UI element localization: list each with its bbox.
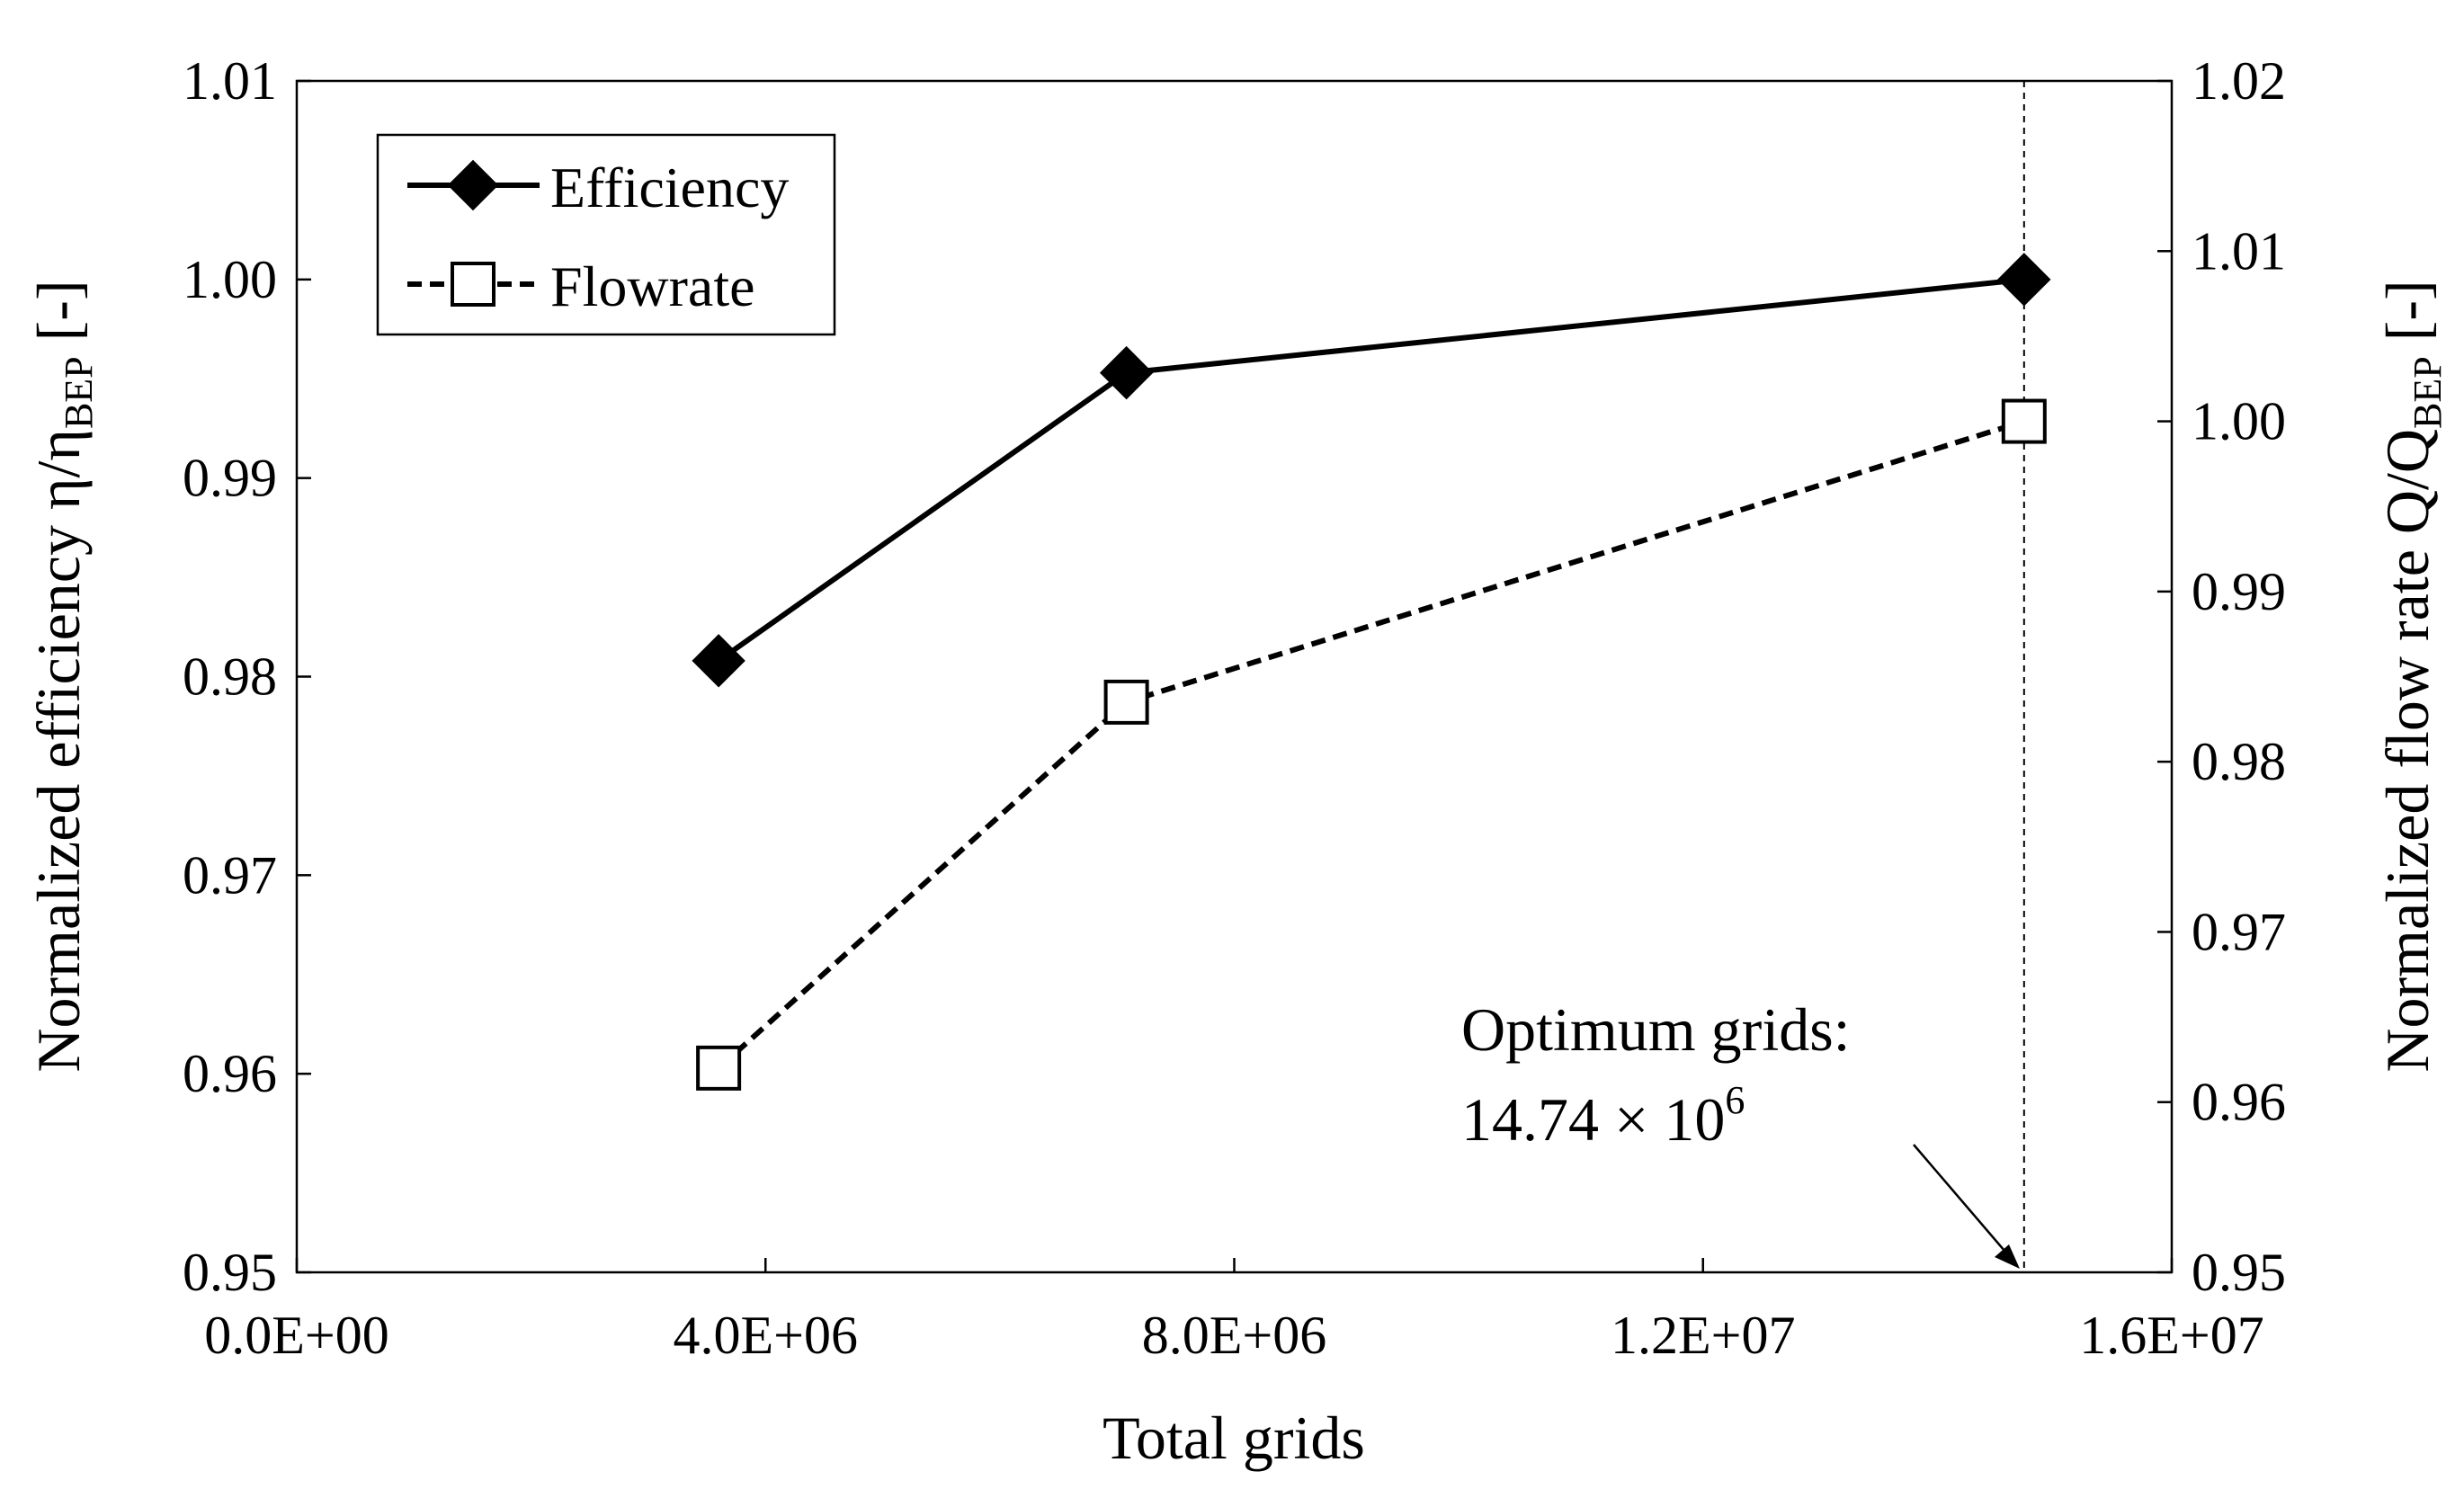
annotation-line-2: 14.74 × 106 [1461, 1078, 1745, 1154]
efficiency-point [1099, 345, 1154, 400]
x-tick-label: 8.0E+06 [1142, 1306, 1327, 1365]
legend-efficiency-label: Efficiency [550, 156, 789, 219]
efficiency-point [692, 634, 745, 688]
y-right-tick-label: 1.01 [2192, 221, 2286, 281]
y-left-tick-label: 0.95 [183, 1243, 277, 1302]
annotation-arrow-head [1995, 1244, 2020, 1269]
y-right-tick-label: 1.02 [2192, 51, 2286, 111]
x-tick-label: 1.6E+07 [2079, 1306, 2264, 1365]
y-left-tick-label: 1.00 [183, 250, 277, 309]
y-left-tick-label: 1.01 [183, 51, 277, 111]
y-right-tick-label: 0.99 [2192, 562, 2286, 621]
y-left-tick-label: 0.98 [183, 647, 277, 707]
y-left-tick-label: 0.99 [183, 449, 277, 508]
annotation-arrow-shaft [1913, 1144, 2011, 1258]
x-tick-label: 0.0E+00 [204, 1306, 389, 1365]
efficiency-point [1997, 253, 2051, 307]
y-right-tick-label: 0.98 [2192, 732, 2286, 791]
y-right-tick-label: 0.95 [2192, 1243, 2286, 1302]
flowrate-point [1103, 679, 1149, 725]
flowrate-point [696, 1045, 742, 1091]
y-left-axis-title: Normalized efficiency η/ηBEP [-] [24, 280, 101, 1072]
x-tick-label: 1.2E+07 [1611, 1306, 1796, 1365]
y-right-tick-label: 0.96 [2192, 1073, 2286, 1132]
legend-flowrate-marker [451, 262, 495, 307]
y-right-axis-title: Normalized flow rate Q/QBEP [-] [2373, 280, 2450, 1072]
x-axis-title: Total grids [1103, 1404, 1365, 1472]
y-right-tick-label: 0.97 [2192, 902, 2286, 961]
legend-flowrate-label: Flowrate [550, 254, 755, 318]
y-left-tick-label: 0.96 [183, 1044, 277, 1103]
flowrate-point [2001, 398, 2047, 444]
x-tick-label: 4.0E+06 [674, 1306, 859, 1365]
y-left-tick-label: 0.97 [183, 845, 277, 905]
y-right-tick-label: 1.00 [2192, 392, 2286, 451]
annotation-line-1: Optimum grids: [1461, 995, 1851, 1064]
